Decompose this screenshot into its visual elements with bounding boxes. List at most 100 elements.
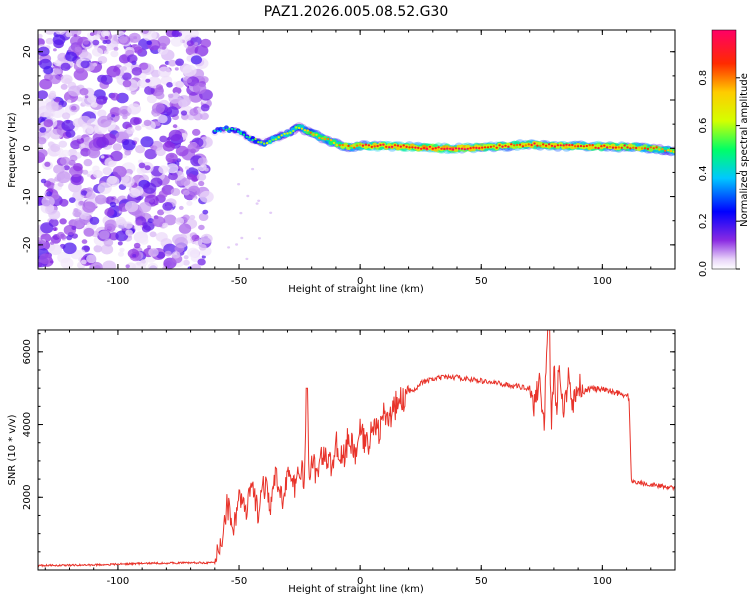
noise-blob — [129, 117, 140, 126]
signal-blob — [658, 148, 661, 151]
noise-blob — [91, 47, 104, 57]
noise-blob — [144, 85, 155, 95]
noise-blob — [39, 126, 47, 133]
signal-blob — [669, 149, 673, 153]
signal-blob — [350, 144, 353, 147]
signal-blob — [594, 146, 597, 149]
signal-blob — [265, 142, 269, 145]
noise-blob — [110, 107, 121, 117]
signal-blob — [466, 147, 469, 150]
noise-blob — [162, 222, 169, 228]
colorbar-label: Normalized spectral amplitude — [739, 73, 750, 227]
noise-blob — [239, 211, 243, 215]
signal-blob — [492, 145, 495, 148]
noise-blob — [158, 42, 167, 50]
noise-blob — [174, 237, 188, 249]
colorbar-frame — [711, 29, 737, 270]
noise-blob — [174, 67, 179, 71]
colorbar-tick-label: 0.2 — [698, 213, 709, 229]
signal-blob — [632, 146, 635, 149]
colorbar: 0.0 0.2 0.4 0.6 0.8 Normalized spectral ampl… — [698, 29, 750, 277]
noise-blob — [70, 35, 84, 47]
noise-blob — [157, 209, 165, 216]
y-tick-label: 20 — [22, 45, 33, 58]
noise-blob — [60, 62, 71, 71]
noise-blob — [191, 234, 200, 242]
colorbar-tick-label: 0.6 — [698, 118, 709, 134]
signal-blob — [521, 145, 525, 148]
noise-blob — [110, 92, 120, 101]
signal-blob — [643, 147, 647, 150]
noise-blob — [153, 113, 158, 117]
x-tick-label: 0 — [357, 576, 363, 587]
noise-blob — [143, 182, 157, 194]
noise-blob — [49, 74, 61, 85]
signal-blob — [472, 146, 475, 149]
signal-blob — [437, 146, 440, 149]
signal-blob — [428, 145, 432, 148]
noise-blob — [115, 216, 126, 226]
noise-blob — [100, 244, 114, 255]
signal-blob — [312, 133, 315, 136]
noise-blob — [38, 90, 48, 100]
signal-blob — [588, 144, 591, 147]
noise-blob — [60, 74, 73, 85]
signal-blob — [629, 147, 632, 150]
signal-blob — [332, 141, 336, 145]
spectrogram-y-label: Frequency (Hz) — [7, 112, 18, 188]
noise-blob — [51, 192, 60, 200]
signal-blob — [306, 129, 309, 132]
noise-blob — [127, 248, 140, 259]
signal-blob — [486, 146, 490, 149]
y-tick-label: 0 — [22, 145, 33, 151]
noise-blob — [198, 213, 209, 221]
noise-blob — [235, 243, 239, 246]
noise-blob — [109, 201, 117, 208]
signal-blob — [376, 144, 379, 148]
noise-blob — [38, 149, 48, 158]
signal-blob — [446, 147, 449, 150]
noise-blob — [57, 181, 64, 187]
noise-blob — [166, 82, 174, 88]
noise-blob — [50, 260, 54, 264]
noise-blob — [135, 220, 143, 226]
signal-blob — [223, 125, 229, 130]
signal-blob — [382, 143, 385, 146]
x-tick-label: 100 — [593, 276, 612, 287]
signal-blob — [219, 130, 222, 133]
noise-blob — [90, 102, 98, 108]
noise-blob — [135, 145, 146, 154]
noise-blob — [117, 251, 125, 257]
noise-blob — [97, 182, 112, 195]
signal-blob — [672, 150, 675, 153]
signal-blob — [620, 146, 623, 149]
noise-blob — [176, 217, 183, 223]
noise-blob — [93, 245, 103, 253]
noise-blob — [257, 199, 261, 202]
noise-blob — [76, 134, 82, 140]
noise-blob — [131, 67, 142, 76]
noise-blob — [72, 118, 84, 128]
noise-blob — [80, 143, 86, 148]
signal-blob — [239, 132, 243, 135]
noise-blob — [118, 36, 128, 44]
signal-blob — [501, 145, 504, 148]
noise-blob — [100, 155, 105, 159]
noise-blob — [71, 225, 77, 230]
x-tick-label: 0 — [357, 276, 363, 287]
noise-blob — [38, 144, 44, 148]
signal-blob — [321, 137, 324, 140]
signal-blob — [303, 129, 307, 132]
x-tick-label: 50 — [475, 576, 488, 587]
noise-blob — [124, 149, 132, 156]
noise-blob — [178, 205, 184, 210]
signal-blob — [498, 144, 501, 147]
noise-blob — [204, 167, 209, 172]
signal-blob — [420, 147, 423, 150]
signal-blob — [299, 124, 305, 130]
noise-blob — [189, 30, 199, 38]
signal-blob — [329, 139, 333, 142]
noise-blob — [38, 33, 43, 39]
noise-blob — [154, 121, 161, 127]
noise-blob — [96, 95, 107, 105]
